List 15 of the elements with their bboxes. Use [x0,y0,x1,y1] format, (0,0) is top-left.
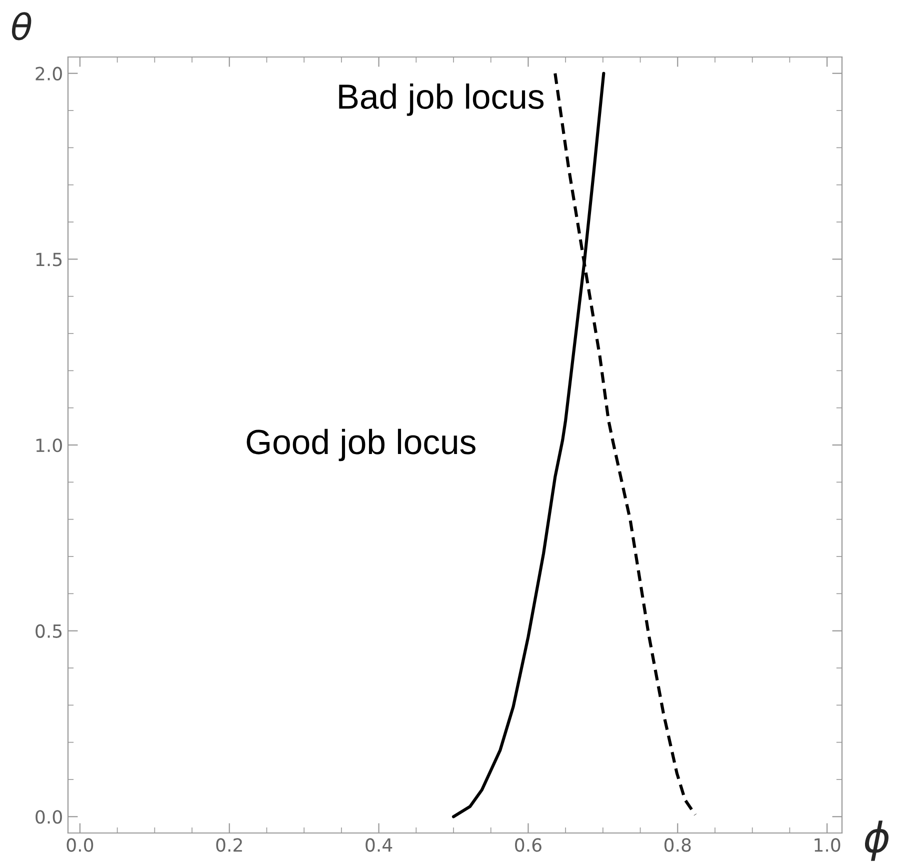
y-tick-label: 1.0 [36,438,62,452]
x-tick-label: 0.0 [66,838,94,852]
y-tick-label: 0.5 [36,624,62,638]
x-tick-label: 0.6 [515,838,542,852]
annotation: Good job locus [246,428,476,462]
y-tick-label: 0.0 [36,810,62,824]
x-tick-label: 0.8 [664,838,691,852]
x-axis-title: ϕ [864,820,889,861]
annotation: Bad job locus [339,83,544,116]
x-tick-label: 0.2 [216,838,242,852]
x-tick-label: 0.4 [366,838,392,852]
y-axis-title: θ [12,12,32,40]
y-tick-label: 2.0 [36,66,62,80]
y-tick-label: 1.5 [36,252,62,266]
x-tick-label: 1.0 [814,838,840,852]
